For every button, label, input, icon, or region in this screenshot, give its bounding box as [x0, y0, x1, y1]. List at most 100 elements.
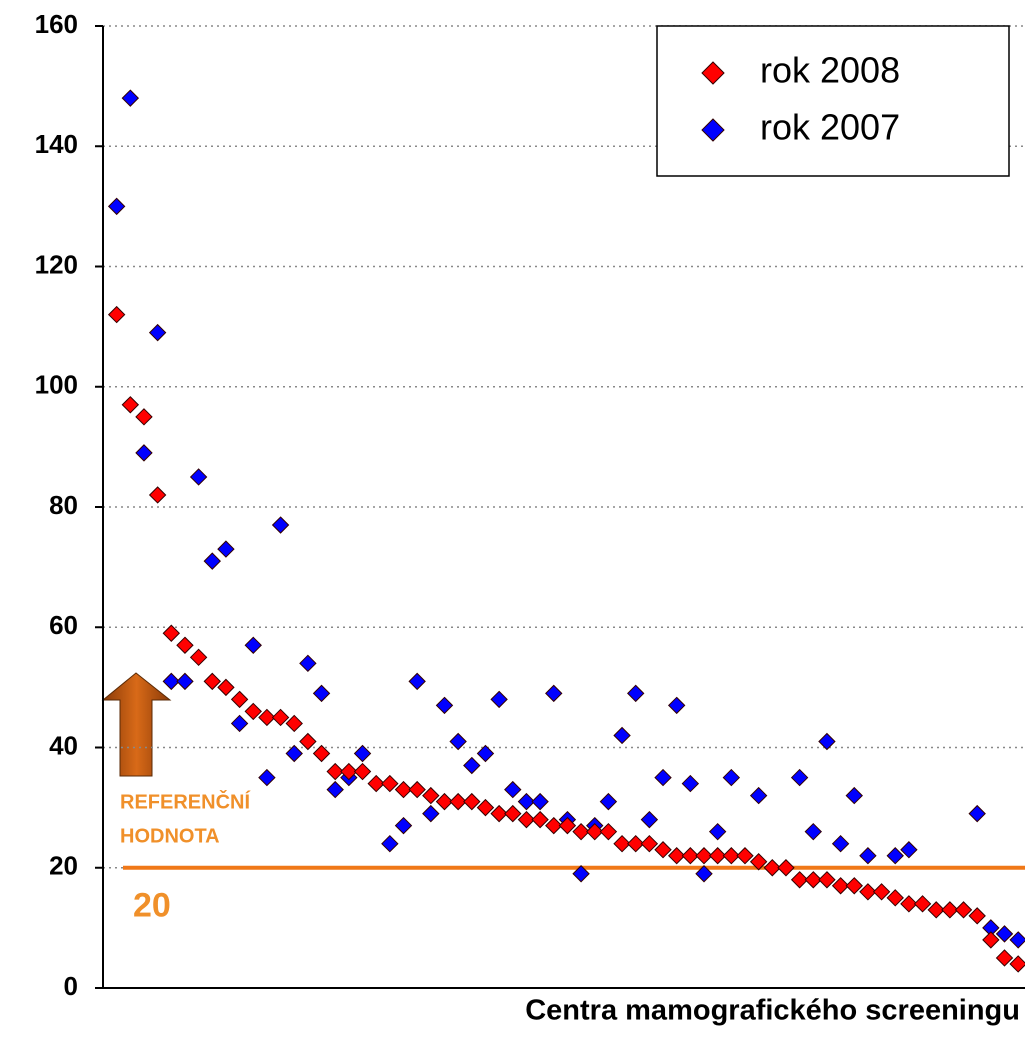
- point: [367, 774, 385, 793]
- point: [900, 895, 918, 913]
- point: [285, 744, 303, 763]
- point: [790, 871, 809, 889]
- x-axis-label: Centra mamografického screeningu: [525, 995, 1020, 1027]
- y-tick-label: 40: [49, 730, 78, 760]
- point: [176, 672, 194, 691]
- point: [394, 816, 413, 835]
- point: [394, 780, 413, 799]
- legend-box: [656, 25, 1010, 177]
- point: [708, 847, 727, 865]
- point: [135, 444, 153, 462]
- point: [504, 780, 522, 799]
- point: [244, 636, 262, 654]
- point: [135, 408, 153, 426]
- point: [613, 726, 631, 745]
- point: [517, 810, 536, 829]
- legend-label: rok 2007: [760, 107, 900, 148]
- point: [353, 744, 372, 763]
- point: [982, 931, 1000, 949]
- point: [667, 847, 686, 865]
- point: [954, 901, 973, 919]
- point: [258, 708, 276, 727]
- point: [299, 654, 317, 673]
- point: [545, 816, 563, 835]
- point: [285, 714, 303, 733]
- point: [449, 792, 467, 811]
- point: [299, 732, 317, 751]
- point: [886, 847, 904, 865]
- point: [695, 865, 713, 883]
- point: [777, 859, 795, 877]
- point: [312, 684, 331, 703]
- point: [326, 762, 344, 781]
- point: [121, 89, 140, 107]
- point: [162, 624, 181, 642]
- point: [995, 925, 1014, 943]
- point: [886, 889, 904, 907]
- point: [900, 841, 918, 859]
- y-tick-label: 60: [49, 610, 78, 640]
- point: [790, 768, 809, 787]
- point: [681, 847, 700, 865]
- point: [476, 798, 495, 817]
- point: [217, 540, 235, 558]
- point: [968, 804, 986, 823]
- point: [613, 834, 631, 853]
- point: [148, 323, 167, 342]
- point: [189, 648, 208, 667]
- point: [517, 792, 536, 811]
- y-tick-label: 20: [49, 851, 78, 881]
- point: [244, 702, 262, 721]
- point: [490, 804, 508, 823]
- point: [490, 690, 508, 709]
- point: [599, 822, 618, 841]
- point: [749, 853, 768, 871]
- point: [504, 804, 522, 823]
- point: [463, 756, 481, 775]
- point: [531, 792, 549, 811]
- y-tick-label: 140: [35, 129, 78, 159]
- y-tick-label: 0: [64, 971, 78, 1001]
- point: [654, 768, 672, 787]
- point: [230, 690, 249, 709]
- point: [558, 816, 577, 835]
- point: [667, 696, 686, 715]
- point: [408, 672, 426, 691]
- point: [312, 744, 331, 763]
- point: [381, 774, 399, 793]
- point: [722, 768, 741, 787]
- point: [107, 197, 126, 216]
- point: [995, 949, 1014, 967]
- point: [162, 672, 181, 691]
- point: [831, 834, 850, 853]
- point: [927, 901, 945, 919]
- legend-marker: [701, 61, 725, 85]
- point: [353, 762, 372, 781]
- point: [572, 865, 590, 883]
- point: [408, 780, 426, 799]
- point: [435, 792, 454, 811]
- point: [381, 834, 399, 853]
- series: [107, 305, 1025, 973]
- point: [695, 847, 713, 865]
- point: [831, 877, 850, 895]
- point: [586, 822, 604, 841]
- point: [176, 636, 194, 654]
- point: [845, 877, 863, 895]
- point: [708, 822, 727, 841]
- point: [217, 678, 235, 697]
- point: [845, 786, 863, 805]
- legend: rok 2008 rok 2007: [656, 25, 1010, 177]
- point: [271, 516, 290, 534]
- point: [859, 847, 877, 865]
- point: [968, 907, 986, 925]
- point: [722, 847, 741, 865]
- point: [804, 822, 822, 841]
- point: [818, 732, 836, 751]
- point: [148, 486, 167, 504]
- point: [818, 871, 836, 889]
- point: [189, 468, 208, 486]
- point: [203, 552, 221, 570]
- y-tick-label: 100: [35, 370, 78, 400]
